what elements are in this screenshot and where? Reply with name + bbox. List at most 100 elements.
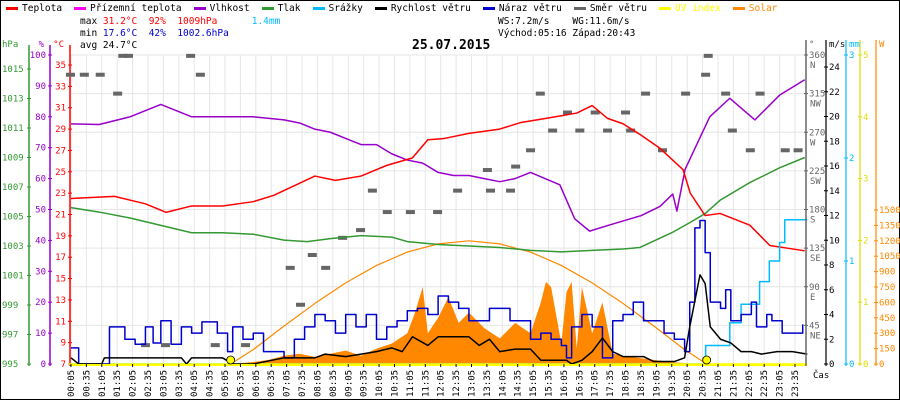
pressure-tick-label: 1015 — [2, 65, 24, 75]
uv-tick-label: 0 — [863, 360, 868, 370]
wind-direction-mark — [295, 302, 305, 307]
legend-label: Náraz větru — [498, 3, 562, 14]
x-tick-label: 16:05 — [560, 370, 570, 397]
temperature-tick-label: 9 — [61, 339, 66, 349]
x-tick-label: 23:35 — [791, 370, 801, 397]
x-tick-label: 01:35 — [113, 370, 123, 397]
humidity-tick-label: 40 — [35, 236, 46, 246]
x-tick-label: 21:05 — [714, 370, 724, 397]
direction-compass-label: SE — [810, 254, 821, 264]
humidity-tick-label: 90 — [35, 82, 46, 92]
wind-direction-mark — [482, 168, 492, 173]
min-pressure: 1002.6hPa — [177, 28, 229, 39]
humidity-tick-label: 30 — [35, 267, 46, 277]
x-tick-label: 22:05 — [745, 370, 755, 397]
direction-compass-label: SW — [810, 177, 821, 187]
sr-ky-line — [68, 219, 808, 365]
legend-item: Vlhkost — [193, 3, 250, 14]
legend-swatch — [261, 7, 274, 10]
uv-tick-label: 4 — [863, 113, 868, 123]
legend-swatch — [312, 7, 325, 10]
x-tick-label: 10:05 — [375, 370, 385, 397]
x-tick-label: 18:05 — [622, 370, 632, 397]
wind-direction-mark — [526, 148, 536, 153]
x-tick-label: 11:05 — [406, 370, 416, 397]
avg-label: avg — [80, 40, 98, 51]
x-tick-label: 08:05 — [313, 370, 323, 397]
rain-tick-label: 1 — [849, 257, 854, 267]
x-tick-label: 09:05 — [344, 370, 354, 397]
legend-item: Rychlost větru — [374, 3, 471, 14]
wind-direction-mark — [285, 265, 295, 270]
x-tick-label: 20:35 — [699, 370, 709, 397]
x-tick-label: 03:05 — [159, 370, 169, 397]
wind-direction-mark — [113, 91, 123, 96]
wind-direction-mark — [160, 343, 170, 348]
pressure-tick-label: 1011 — [2, 124, 24, 134]
wind-direction-mark — [745, 148, 755, 153]
humidity-tick-label: 60 — [35, 175, 46, 185]
x-tick-label: 04:05 — [190, 370, 200, 397]
temperature-axis-unit: °C — [53, 40, 64, 50]
x-tick-label: 02:35 — [144, 370, 154, 397]
direction-compass-label: E — [810, 293, 815, 303]
legend-swatch — [193, 7, 206, 10]
temperature-tick-label: 29 — [55, 125, 66, 135]
wind-tick-label: 14 — [829, 187, 840, 197]
min-label: min — [80, 28, 98, 39]
rain-tick-label: 3 — [849, 51, 854, 61]
temperature-tick-label: 13 — [55, 296, 66, 306]
wind-direction-mark — [321, 265, 331, 270]
max-temp: 31.2°C — [102, 16, 138, 27]
legend-label: Solar — [748, 3, 778, 14]
wind-tick-label: 12 — [829, 212, 840, 222]
temperature-tick-label: 11 — [55, 317, 66, 327]
temperature-tick-label: 27 — [55, 146, 66, 156]
wind-direction-mark — [453, 188, 463, 193]
wind-tick-label: 22 — [829, 88, 840, 98]
wind-direction-mark — [307, 252, 317, 257]
direction-axis-unit: ° — [809, 40, 814, 50]
wind-direction-mark — [95, 72, 105, 77]
sun-marker — [226, 355, 236, 365]
x-tick-label: 18:35 — [637, 370, 647, 397]
humidity-axis-unit: % — [39, 40, 45, 50]
direction-compass-label: NW — [810, 100, 821, 110]
legend-swatch — [573, 7, 586, 10]
temperature-tick-label: 33 — [55, 82, 66, 92]
humidity-tick-label: 50 — [35, 206, 46, 216]
x-tick-label: 05:35 — [236, 370, 246, 397]
wind-direction-mark — [195, 72, 205, 77]
x-tick-label: 07:05 — [283, 370, 293, 397]
legend-label: Vlhkost — [209, 3, 250, 14]
wind-direction-mark — [433, 210, 443, 215]
x-tick-label: 14:05 — [498, 370, 508, 397]
max-rain: 1.4mm — [251, 16, 281, 27]
legend-swatch — [6, 7, 18, 10]
temperature-tick-label: 23 — [55, 189, 66, 199]
wind-direction-mark — [79, 72, 89, 77]
direction-compass-label: N — [810, 61, 815, 71]
rain-tick-label: 2 — [849, 154, 854, 164]
wind-direction-mark — [548, 128, 558, 133]
pressure-tick-label: 1005 — [2, 213, 24, 223]
wind-direction-mark — [511, 164, 521, 169]
temperature-tick-label: 25 — [55, 168, 66, 178]
legend-swatch — [732, 7, 745, 10]
x-tick-label: 23:05 — [776, 370, 786, 397]
chart-title: 25.07.2015 — [412, 38, 491, 53]
humidity-tick-label: 0 — [41, 360, 46, 370]
legend-item: Teplota — [6, 3, 62, 14]
x-tick-label: 13:05 — [467, 370, 477, 397]
legend-swatch — [482, 7, 495, 10]
wind-direction-mark — [590, 110, 600, 115]
wind-gust-max: WG:11.6m/s — [572, 16, 630, 27]
legend: Teplota Přízemní teplota Vlhkost Tlak Srážky… — [6, 3, 777, 14]
wind-direction-mark — [721, 91, 731, 96]
direction-compass-label: W — [810, 138, 816, 148]
x-tick-label: 20:05 — [683, 370, 693, 397]
legend-item: Tlak — [261, 3, 301, 14]
wind-tick-label: 4 — [829, 311, 834, 321]
wind-direction-mark — [563, 110, 573, 115]
wind-tick-label: 6 — [829, 286, 834, 296]
